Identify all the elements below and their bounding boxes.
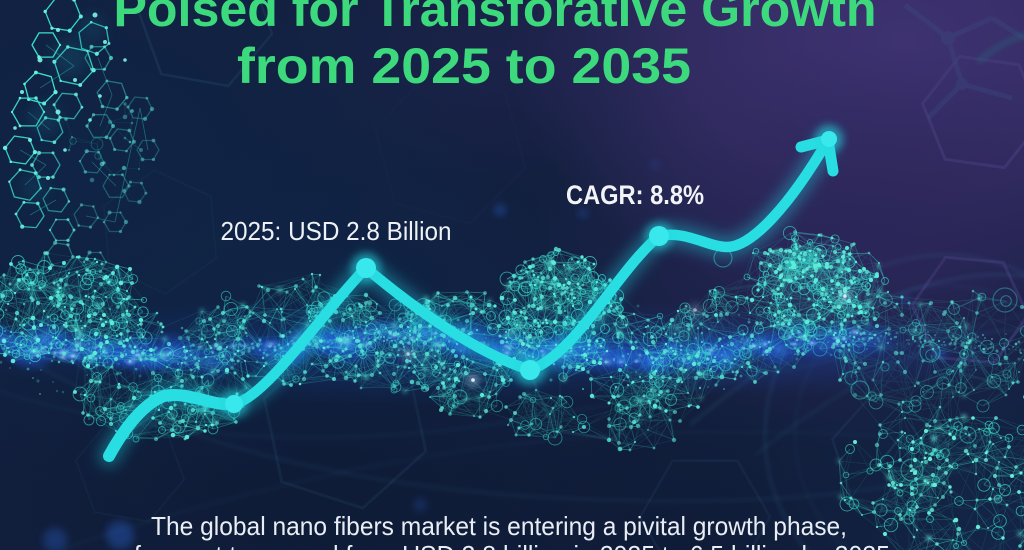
svg-text:CAGR: 8.8%: CAGR: 8.8% xyxy=(566,180,704,210)
svg-text:Poised for Transforative Growt: Poised for Transforative Growth xyxy=(114,0,877,37)
svg-text:The global nano fibers market: The global nano fibers market is enterin… xyxy=(151,511,847,541)
svg-text:from 2025 to 2035: from 2025 to 2035 xyxy=(237,38,691,94)
svg-text:forecast to expand from USD 2.: forecast to expand from USD 2.8 billion … xyxy=(134,540,890,550)
svg-text:2025: USD 2.8 Billion: 2025: USD 2.8 Billion xyxy=(221,216,452,246)
